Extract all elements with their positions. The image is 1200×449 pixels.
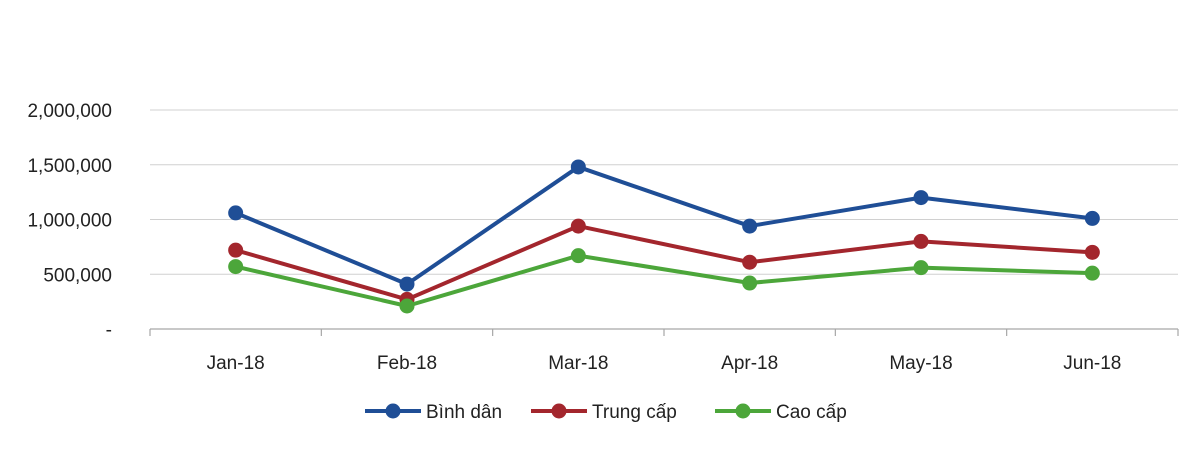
y-tick-label: 1,000,000 bbox=[27, 211, 112, 232]
series-binh-dan bbox=[228, 159, 1100, 292]
x-tick-label: Jun-18 bbox=[1063, 353, 1121, 374]
gridlines bbox=[150, 109, 1178, 275]
series-line bbox=[234, 164, 1093, 287]
series-trung-cap bbox=[228, 218, 1100, 307]
data-point bbox=[228, 205, 244, 221]
series-lines bbox=[228, 159, 1100, 314]
legend-item-binh-dan: Bình dân bbox=[365, 402, 502, 423]
data-point bbox=[742, 218, 758, 234]
y-tick-label: 500,000 bbox=[43, 265, 112, 286]
data-point bbox=[399, 276, 415, 292]
data-point bbox=[913, 190, 929, 206]
legend-marker bbox=[385, 403, 401, 419]
data-point bbox=[742, 254, 758, 270]
legend-label: Cao cấp bbox=[776, 402, 847, 423]
y-tick-label: 2,000,000 bbox=[27, 101, 112, 122]
legend-item-cao-cap: Cao cấp bbox=[715, 402, 847, 423]
data-point bbox=[1084, 210, 1100, 226]
x-tick-label: Jan-18 bbox=[207, 353, 265, 374]
x-tick-label: Mar-18 bbox=[548, 353, 608, 374]
axes bbox=[149, 328, 1179, 336]
x-tick-label: May-18 bbox=[889, 353, 952, 374]
legend-item-trung-cap: Trung cấp bbox=[531, 402, 677, 423]
data-point bbox=[570, 218, 586, 234]
series-line bbox=[235, 253, 1093, 309]
data-point bbox=[570, 248, 586, 264]
data-point bbox=[570, 159, 586, 175]
legend: Bình dân Trung cấp Cao cấp bbox=[365, 402, 847, 423]
y-axis-ticks: - 500,000 1,000,000 1,500,000 2,000,000 bbox=[27, 101, 112, 341]
data-point bbox=[1084, 244, 1100, 260]
data-point bbox=[399, 298, 415, 314]
data-point bbox=[228, 259, 244, 275]
series-line bbox=[235, 224, 1093, 302]
x-tick-label: Apr-18 bbox=[721, 353, 778, 374]
x-axis-ticks: Jan-18 Feb-18 Mar-18 Apr-18 May-18 Jun-18 bbox=[207, 353, 1122, 374]
data-point bbox=[913, 233, 929, 249]
data-point bbox=[1084, 265, 1100, 281]
data-point bbox=[913, 260, 929, 276]
y-tick-label: 1,500,000 bbox=[27, 156, 112, 177]
x-tick-label: Feb-18 bbox=[377, 353, 437, 374]
legend-label: Trung cấp bbox=[592, 402, 677, 423]
series-cao-cap bbox=[228, 248, 1100, 314]
data-point bbox=[228, 242, 244, 258]
data-point bbox=[742, 275, 758, 291]
legend-marker bbox=[735, 403, 751, 419]
legend-marker bbox=[551, 403, 567, 419]
y-tick-label: - bbox=[106, 320, 112, 341]
legend-label: Bình dân bbox=[426, 402, 502, 423]
